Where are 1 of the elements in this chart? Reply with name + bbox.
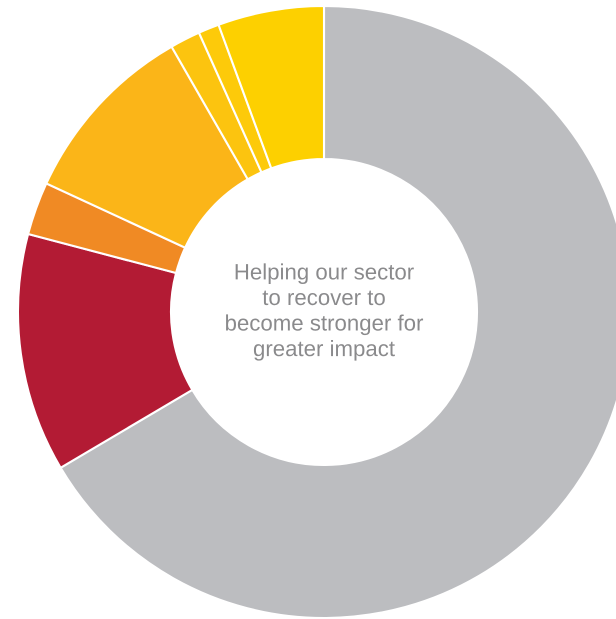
- text: Helping our sector to recover to become stronger for greater impact: [226, 263, 424, 361]
